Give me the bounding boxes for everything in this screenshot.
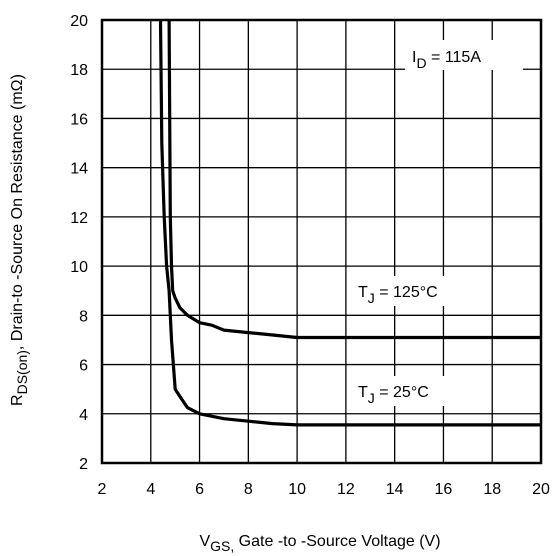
- y-axis-label: RDS(on), Drain-to -Source On Resistance …: [9, 74, 30, 406]
- series-line-125c: [167, 19, 541, 340]
- label-background: [405, 40, 523, 70]
- series-label-125c: TJ = 125°C: [358, 284, 438, 306]
- y-tick-label: 10: [70, 259, 88, 276]
- x-tick-label: 6: [195, 481, 204, 498]
- x-tick-label: 14: [386, 481, 404, 498]
- y-tick-label: 12: [70, 210, 88, 227]
- x-tick-label: 16: [435, 481, 453, 498]
- x-tick-label: 12: [337, 481, 355, 498]
- y-tick-label: 20: [70, 13, 88, 30]
- y-tick-label: 6: [79, 358, 88, 375]
- y-tick-label: 4: [79, 407, 88, 424]
- x-tick-label: 10: [288, 481, 306, 498]
- y-tick-label: 18: [70, 62, 88, 79]
- x-tick-label: 8: [244, 481, 253, 498]
- x-tick-label: 18: [483, 481, 501, 498]
- y-tick-label: 8: [79, 308, 88, 325]
- x-tick-label: 20: [532, 481, 550, 498]
- x-axis-label: VGS, Gate -to -Source Voltage (V): [199, 533, 440, 554]
- series-label-25c: TJ = 25°C: [358, 384, 429, 406]
- drain-current-annotation: ID = 115A: [412, 49, 481, 71]
- plot-frame: [100, 18, 543, 465]
- x-tick-label: 2: [98, 481, 107, 498]
- series-line-25c: [158, 19, 541, 427]
- y-tick-label: 16: [70, 111, 88, 128]
- label-background: [352, 376, 460, 406]
- label-background: [352, 276, 470, 306]
- y-tick-label: 2: [79, 456, 88, 473]
- x-tick-label: 4: [146, 481, 155, 498]
- y-tick-label: 14: [70, 161, 88, 178]
